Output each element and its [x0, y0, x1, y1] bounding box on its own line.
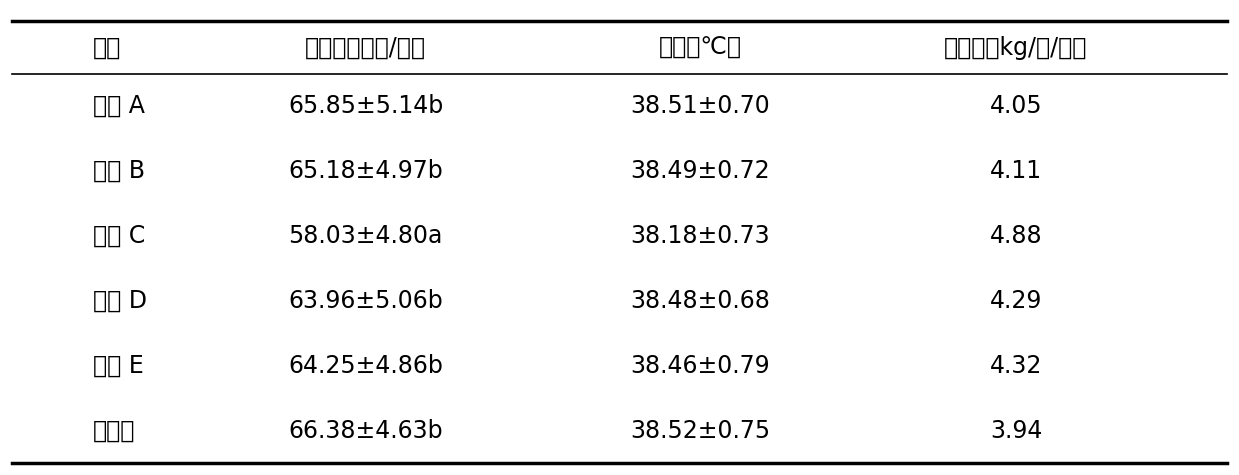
Text: 38.18±0.73: 38.18±0.73 — [631, 224, 769, 248]
Text: 38.48±0.68: 38.48±0.68 — [631, 289, 769, 313]
Text: 呼吸频率（次/分）: 呼吸频率（次/分） — [305, 36, 426, 59]
Text: 66.38±4.63b: 66.38±4.63b — [289, 418, 442, 443]
Text: 实验 E: 实验 E — [93, 354, 144, 378]
Text: 体温（℃）: 体温（℃） — [659, 36, 741, 59]
Text: 58.03±4.80a: 58.03±4.80a — [289, 224, 442, 248]
Text: 65.18±4.97b: 65.18±4.97b — [289, 159, 442, 183]
Text: 4.32: 4.32 — [990, 354, 1042, 378]
Text: 实验 B: 实验 B — [93, 159, 145, 183]
Text: 组别: 组别 — [93, 36, 121, 59]
Text: 实验 A: 实验 A — [93, 94, 145, 118]
Text: 63.96±5.06b: 63.96±5.06b — [289, 289, 442, 313]
Text: 实验 D: 实验 D — [93, 289, 147, 313]
Text: 4.88: 4.88 — [990, 224, 1042, 248]
Text: 38.49±0.72: 38.49±0.72 — [631, 159, 769, 183]
Text: 4.05: 4.05 — [990, 94, 1042, 118]
Text: 64.25±4.86b: 64.25±4.86b — [287, 354, 444, 378]
Text: 38.52±0.75: 38.52±0.75 — [629, 418, 771, 443]
Text: 38.46±0.79: 38.46±0.79 — [631, 354, 769, 378]
Text: 对照组: 对照组 — [93, 418, 135, 443]
Text: 4.11: 4.11 — [990, 159, 1042, 183]
Text: 65.85±5.14b: 65.85±5.14b — [287, 94, 444, 118]
Text: 4.29: 4.29 — [990, 289, 1042, 313]
Text: 采食量（kg/天/头）: 采食量（kg/天/头） — [944, 36, 1088, 59]
Text: 3.94: 3.94 — [990, 418, 1042, 443]
Text: 实验 C: 实验 C — [93, 224, 145, 248]
Text: 38.51±0.70: 38.51±0.70 — [631, 94, 769, 118]
